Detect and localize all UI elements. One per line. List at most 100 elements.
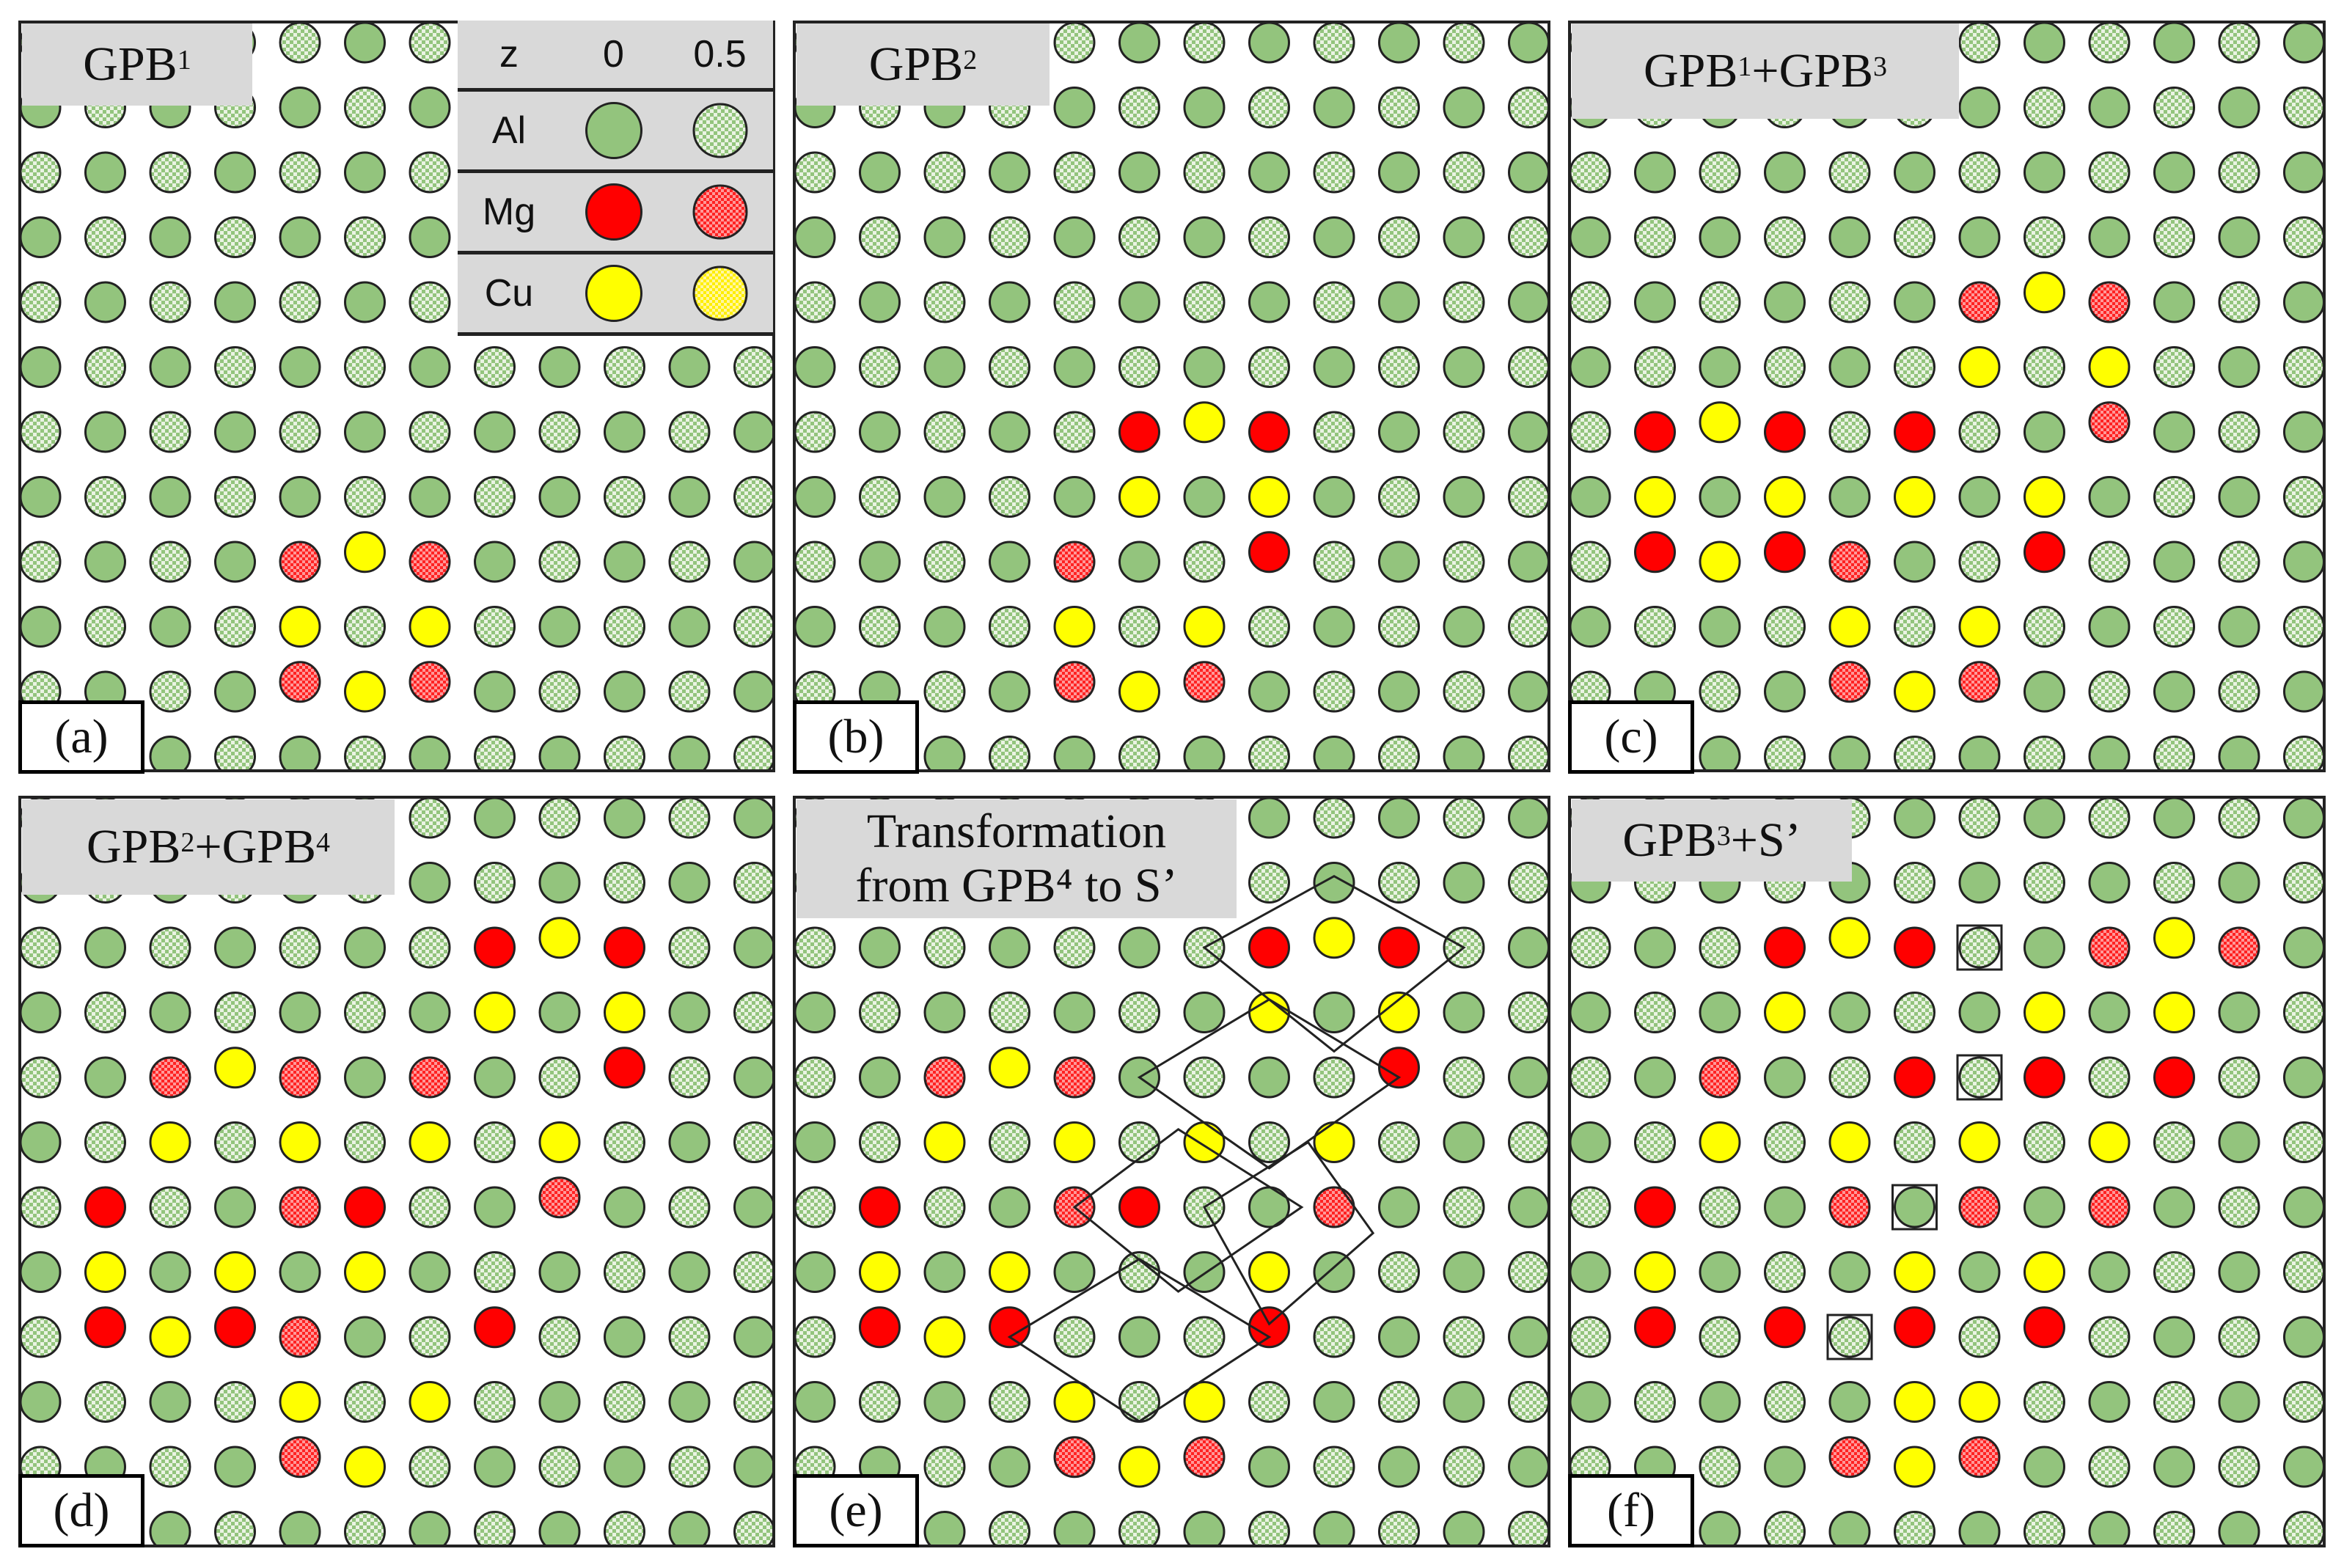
cu-atom	[474, 992, 516, 1033]
al-atom	[668, 736, 711, 772]
mg-atom	[989, 1306, 1030, 1349]
al-atom	[2218, 281, 2260, 323]
al-atom	[604, 1316, 645, 1358]
al-atom	[474, 1186, 516, 1228]
al-atom	[604, 736, 645, 772]
al-atom	[1958, 862, 2001, 904]
unit-cell-outline	[1137, 998, 1402, 1170]
al-atom	[1313, 281, 1355, 323]
cu-atom	[214, 1251, 256, 1293]
al-atom	[2088, 992, 2131, 1033]
al-atom	[1248, 670, 1290, 713]
mg-atom	[2023, 531, 2065, 574]
al-atom	[1053, 151, 1096, 194]
al-atom	[1378, 736, 1420, 772]
legend-mg-z05-cell	[667, 183, 773, 241]
al-atom	[1958, 992, 2001, 1033]
al-atom	[1443, 281, 1485, 323]
al-atom	[1764, 216, 1806, 258]
al-atom	[214, 216, 256, 258]
mg-atom	[604, 1047, 645, 1089]
legend-z0-label: 0	[603, 33, 624, 76]
al-atom	[668, 606, 711, 648]
al-atom	[1699, 1446, 1741, 1488]
al-atom	[923, 606, 966, 648]
cu-atom	[923, 1316, 966, 1358]
al-atom	[1053, 992, 1096, 1033]
al-atom	[1183, 1316, 1226, 1358]
al-atom	[214, 151, 256, 194]
cu-atom	[1053, 606, 1096, 648]
cu-atom	[1894, 1381, 1935, 1423]
panel-b-title: GPB 2	[796, 23, 1050, 106]
al-atom	[859, 1056, 901, 1099]
al-atom	[344, 411, 386, 453]
al-atom	[2023, 1381, 2065, 1423]
al-atom	[604, 862, 645, 904]
al-atom	[2218, 1251, 2260, 1293]
al-atom	[1828, 1511, 1871, 1547]
mg-atom	[538, 1176, 581, 1219]
al-atom	[1118, 281, 1160, 323]
al-atom	[214, 541, 256, 583]
mg-atom	[923, 1056, 966, 1099]
al-atom	[409, 1251, 451, 1293]
al-atom	[1828, 1381, 1871, 1423]
legend-al-label: Al	[491, 109, 527, 152]
mg-atom	[1248, 1306, 1290, 1349]
legend-al-z0-cell	[560, 102, 667, 159]
mg-atom	[409, 1056, 451, 1099]
al-atom	[1183, 541, 1226, 583]
al-atom	[149, 411, 191, 453]
al-atom	[84, 216, 126, 258]
al-atom	[2218, 1316, 2260, 1358]
al-atom	[989, 1511, 1030, 1547]
al-atom	[1958, 926, 2001, 969]
panel-a-title-text: GPB	[83, 37, 177, 91]
mg-atom	[1053, 661, 1096, 703]
al-atom	[859, 541, 901, 583]
al-atom	[409, 992, 451, 1033]
al-atom	[989, 1446, 1030, 1488]
al-atom	[1053, 411, 1096, 453]
panel-f-atoms	[1569, 796, 2325, 1547]
panel-f-title-text-1: GPB	[1622, 813, 1717, 867]
al-atom	[538, 1446, 581, 1488]
al-atom	[279, 216, 321, 258]
legend-row-al: Al	[458, 92, 773, 169]
panel-b-title-sup: 2	[963, 45, 978, 76]
al-atom	[149, 281, 191, 323]
al-atom	[1699, 216, 1741, 258]
mg-atom	[2153, 1056, 2195, 1099]
panel-e-title-line-2: from GPB⁴ to S’	[855, 859, 1178, 912]
al-atom	[84, 541, 126, 583]
al-atom	[474, 1511, 516, 1547]
cu-atom	[2023, 992, 2065, 1033]
mg-atom	[279, 1056, 321, 1099]
mg-atom	[1828, 541, 1871, 583]
al-atom	[1828, 151, 1871, 194]
al-atom	[2218, 736, 2260, 772]
al-atom	[1248, 87, 1290, 128]
al-atom	[1378, 411, 1420, 453]
al-atom	[214, 926, 256, 969]
mg-atom	[1053, 541, 1096, 583]
cu-atom	[1894, 476, 1935, 518]
cu-atom	[2023, 1251, 2065, 1293]
al-atom	[1958, 1316, 2001, 1358]
al-atom	[84, 151, 126, 194]
al-atom	[2218, 1121, 2260, 1163]
mg-atom	[279, 661, 321, 703]
al-atom	[214, 281, 256, 323]
al-atom	[2023, 926, 2065, 969]
al-atom	[1248, 1381, 1290, 1423]
al-atom	[2153, 281, 2195, 323]
al-atom	[279, 476, 321, 518]
al-atom	[859, 926, 901, 969]
al-atom	[149, 216, 191, 258]
al-atom	[2153, 346, 2195, 388]
al-atom	[2088, 216, 2131, 258]
al-atom	[2088, 1381, 2131, 1423]
al-atom	[1828, 1251, 1871, 1293]
